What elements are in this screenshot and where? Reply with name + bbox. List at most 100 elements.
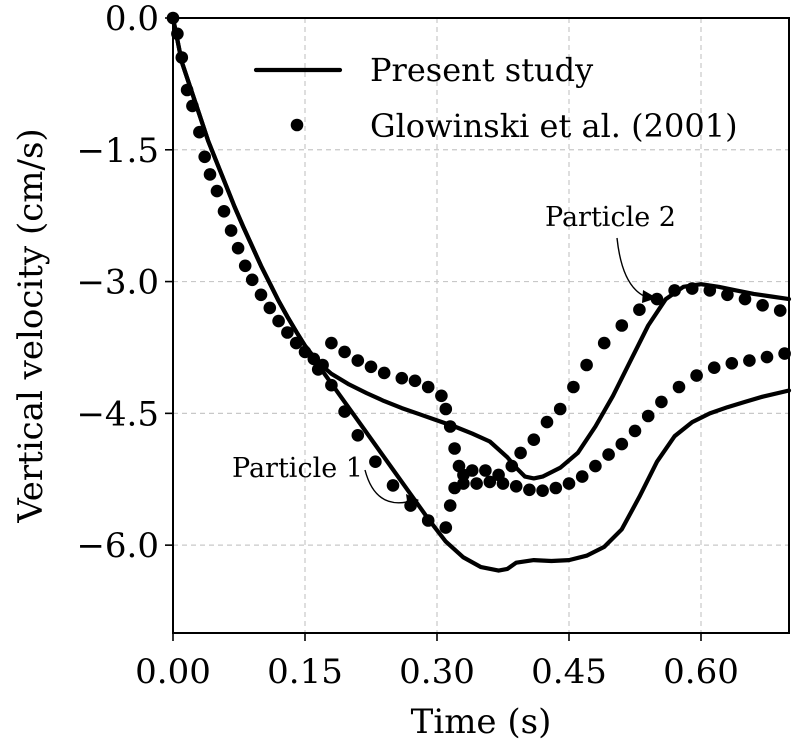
- data-point: [615, 319, 629, 332]
- data-point: [443, 499, 457, 512]
- data-point: [523, 483, 536, 497]
- data-point: [553, 402, 567, 416]
- data-point: [457, 477, 470, 490]
- grid: [172, 17, 789, 633]
- data-point: [193, 125, 206, 139]
- data-point: [435, 389, 448, 403]
- data-point: [743, 354, 756, 367]
- data-point: [707, 361, 721, 375]
- annotations: Particle 1 Particle 2: [232, 202, 676, 508]
- legend-label-present-study: Present study: [370, 51, 593, 89]
- series-layer: [166, 11, 792, 573]
- data-point: [351, 354, 365, 367]
- data-point: [509, 480, 523, 493]
- data-point: [721, 288, 734, 302]
- data-point: [527, 433, 541, 447]
- plot-frame: [172, 17, 790, 634]
- data-point: [307, 352, 321, 366]
- data-point: [171, 27, 184, 41]
- data-point: [386, 479, 400, 492]
- x-tick-label: 0.30: [399, 652, 475, 692]
- data-point: [562, 477, 576, 490]
- data-point: [685, 282, 699, 295]
- x-tick-label: 0.45: [531, 652, 607, 692]
- data-point: [540, 415, 554, 429]
- y-tick-label: −1.5: [76, 131, 159, 171]
- legend: Present study Glowinski et al. (2001): [253, 51, 738, 145]
- data-point: [289, 336, 303, 350]
- data-point: [369, 455, 382, 469]
- data-point: [439, 521, 453, 534]
- data-point: [589, 459, 602, 473]
- y-tick-label: 0.0: [105, 0, 159, 39]
- data-point: [325, 378, 338, 392]
- data-point: [672, 380, 686, 394]
- data-point: [465, 464, 479, 477]
- data-point: [641, 409, 655, 423]
- data-point: [580, 358, 593, 372]
- data-point: [439, 402, 453, 416]
- data-point: [298, 345, 312, 359]
- data-point: [338, 345, 351, 359]
- data-point: [175, 51, 189, 64]
- data-point: [198, 150, 211, 164]
- annotation-arrowhead-particle-1: [406, 494, 419, 508]
- data-point: [668, 284, 681, 297]
- y-tick-label: −4.5: [76, 394, 159, 434]
- data-point: [421, 380, 435, 394]
- data-point: [536, 484, 549, 498]
- data-point: [650, 292, 664, 306]
- annotation-particle-2: Particle 2: [545, 202, 676, 233]
- data-point: [217, 205, 231, 218]
- data-point: [756, 299, 769, 312]
- data-point: [272, 314, 285, 328]
- data-point: [778, 347, 791, 360]
- data-point: [633, 303, 646, 317]
- data-point: [483, 475, 497, 489]
- x-axis-label: Time (s): [411, 702, 552, 742]
- data-point: [725, 357, 739, 370]
- x-tick-label: 0.15: [267, 652, 343, 692]
- y-axis-label: Vertical velocity (cm/s): [11, 128, 51, 523]
- annotation-particle-1: Particle 1: [232, 453, 363, 484]
- data-point: [443, 420, 457, 433]
- data-point: [690, 369, 703, 382]
- data-point: [496, 477, 510, 490]
- data-point: [224, 224, 238, 237]
- data-point: [703, 284, 717, 297]
- data-point: [549, 481, 563, 495]
- x-tick-label: 0.00: [135, 652, 211, 692]
- data-point: [505, 459, 519, 473]
- data-point: [203, 168, 217, 181]
- data-point: [738, 292, 752, 306]
- data-point: [351, 429, 365, 442]
- legend-label-glowinski: Glowinski et al. (2001): [370, 107, 738, 145]
- annotation-arrowhead-particle-2: [642, 290, 657, 303]
- data-point: [655, 395, 668, 409]
- ticks: 0.00 0.15 0.30 0.45 0.60 0.0 −1.5 −3.0 −4.5 −6.0: [76, 0, 738, 692]
- data-point: [773, 304, 787, 317]
- data-point: [575, 470, 589, 483]
- data-point: [325, 336, 338, 350]
- data-point: [231, 241, 245, 255]
- data-point: [760, 350, 774, 364]
- data-point: [311, 363, 325, 376]
- data-point: [263, 301, 277, 315]
- data-point: [448, 442, 461, 455]
- data-point: [180, 83, 194, 97]
- data-point: [628, 424, 642, 438]
- data-point: [210, 184, 224, 198]
- data-point: [377, 366, 391, 380]
- annotation-arrow-particle-1: [364, 469, 408, 504]
- series-line-1: [170, 15, 792, 573]
- data-point: [567, 380, 580, 394]
- data-point: [421, 514, 435, 527]
- y-tick-label: −6.0: [76, 526, 159, 566]
- data-point: [186, 99, 199, 113]
- x-tick-label: 0.60: [663, 652, 739, 692]
- data-point: [597, 336, 611, 350]
- legend-dot-sample: [290, 118, 304, 132]
- data-point: [281, 326, 294, 339]
- data-point: [338, 405, 351, 418]
